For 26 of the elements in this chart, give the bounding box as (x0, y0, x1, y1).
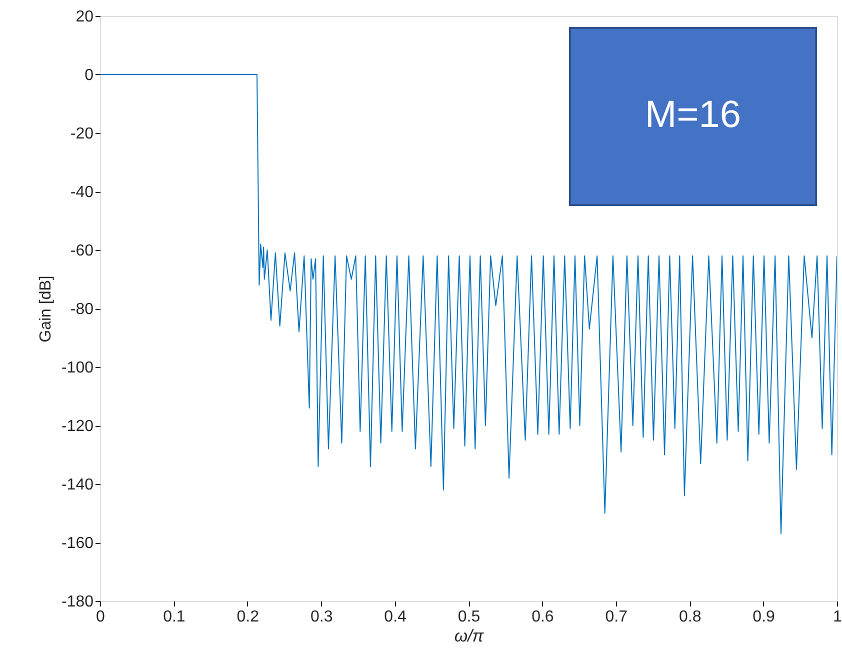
line-series (100, 74, 837, 534)
x-axis-title: ω/π (454, 626, 484, 646)
y-tick-label: 0 (84, 67, 94, 84)
y-tick-label: 20 (76, 8, 94, 26)
y-tick-label: -180 (61, 594, 94, 610)
y-tick-label: -140 (61, 476, 94, 494)
x-tick-label: 0.4 (384, 608, 407, 626)
x-tick-label: 0 (96, 608, 106, 626)
y-tick-label: -80 (70, 301, 94, 318)
y-tick-label: -60 (70, 242, 94, 260)
y-axis-title: Gain [dB] (37, 276, 54, 342)
y-tick-label: -20 (70, 126, 94, 142)
y-tick-label: -100 (61, 360, 94, 376)
x-tick-label: 0.7 (605, 608, 628, 626)
x-tick-label: 0.3 (310, 608, 333, 626)
y-tick-label: -160 (61, 535, 94, 552)
x-tick-label: 0.1 (163, 608, 186, 626)
y-tick-label: -40 (70, 184, 94, 201)
x-tick-label: 0.2 (236, 608, 260, 626)
x-tick-label: 0.8 (678, 608, 702, 626)
x-tick-label: 0.9 (752, 608, 776, 626)
x-tick-label: 1 (833, 608, 842, 626)
y-tick-label: -120 (61, 418, 94, 435)
annotation: M=16 (644, 94, 742, 136)
x-tick-label: 0.6 (532, 608, 554, 626)
x-tick-label: 0.5 (458, 608, 480, 626)
